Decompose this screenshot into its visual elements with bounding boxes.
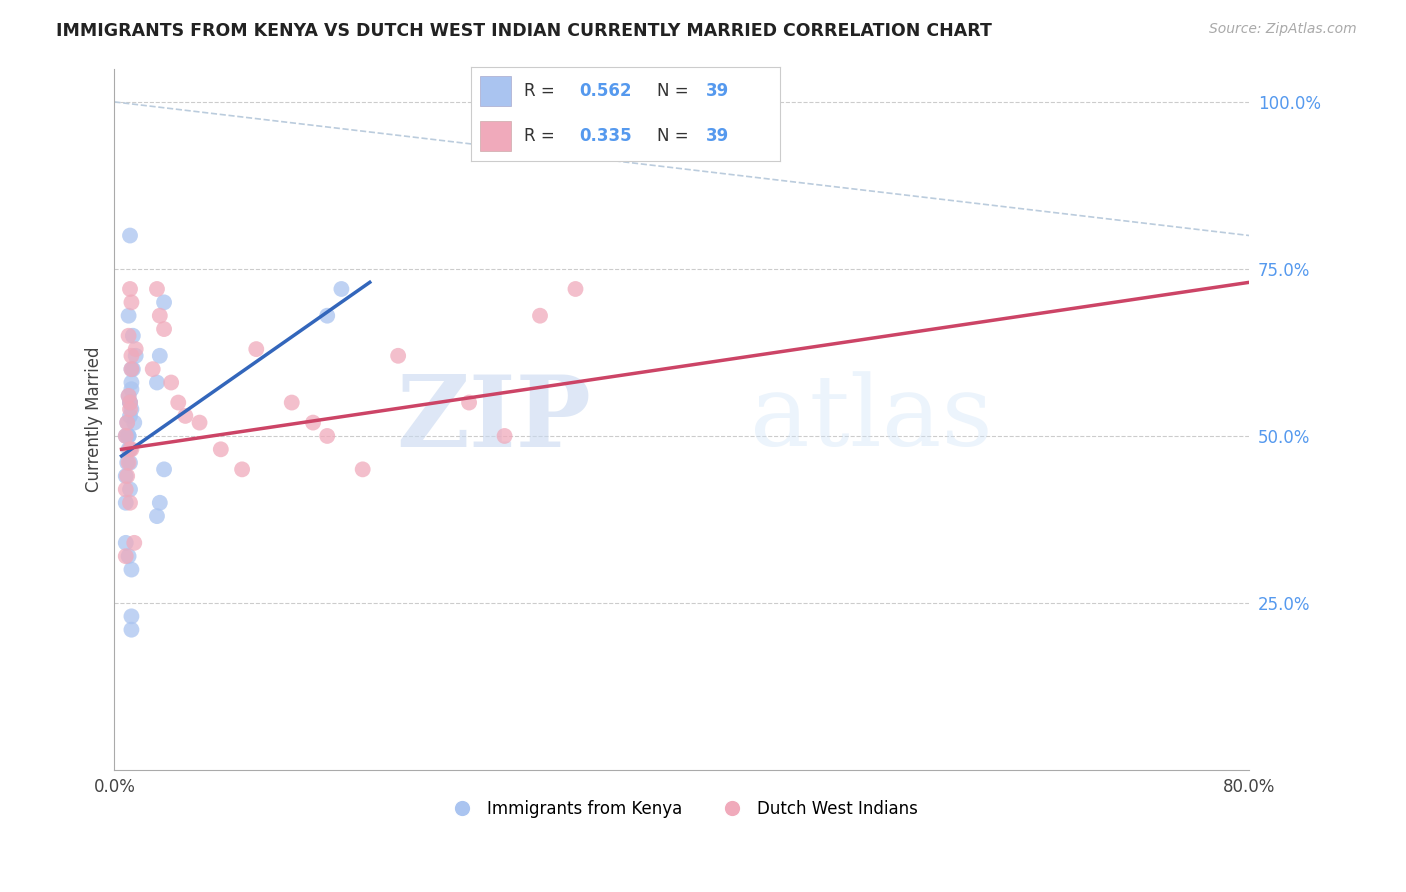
Point xyxy=(564,282,586,296)
Point xyxy=(115,429,138,443)
Point xyxy=(115,416,138,430)
Point xyxy=(529,309,551,323)
Text: 39: 39 xyxy=(706,128,730,145)
Point xyxy=(146,509,169,524)
Point xyxy=(149,349,172,363)
Point xyxy=(117,389,139,403)
Point xyxy=(120,295,142,310)
Point xyxy=(117,389,139,403)
Point xyxy=(316,429,339,443)
Legend: Immigrants from Kenya, Dutch West Indians: Immigrants from Kenya, Dutch West Indian… xyxy=(439,794,925,825)
Point xyxy=(117,309,139,323)
Point xyxy=(118,395,141,409)
Point xyxy=(167,395,190,409)
Point xyxy=(153,322,176,336)
Text: R =: R = xyxy=(523,128,560,145)
Point xyxy=(115,416,138,430)
Point xyxy=(117,429,139,443)
Point xyxy=(125,342,148,356)
Point xyxy=(120,563,142,577)
Point xyxy=(114,549,136,564)
Point xyxy=(115,469,138,483)
Point xyxy=(114,429,136,443)
Point xyxy=(209,442,232,457)
Point xyxy=(114,496,136,510)
Text: ZIP: ZIP xyxy=(396,371,591,467)
Point xyxy=(118,456,141,470)
Point xyxy=(302,416,325,430)
Point xyxy=(114,483,136,497)
Text: N =: N = xyxy=(657,82,693,100)
Point xyxy=(118,228,141,243)
Point xyxy=(174,409,197,423)
Point xyxy=(115,456,138,470)
Point xyxy=(114,429,136,443)
Point xyxy=(316,309,339,323)
Point xyxy=(118,483,141,497)
Point xyxy=(494,429,516,443)
Point xyxy=(118,442,141,457)
Point xyxy=(114,469,136,483)
Text: 0.562: 0.562 xyxy=(579,82,631,100)
Point xyxy=(231,462,253,476)
Point xyxy=(117,442,139,457)
Point xyxy=(149,309,172,323)
Point xyxy=(149,496,172,510)
Text: N =: N = xyxy=(657,128,693,145)
Point xyxy=(121,362,143,376)
Point xyxy=(120,382,142,396)
Point xyxy=(330,282,353,296)
Point xyxy=(120,402,142,417)
Point xyxy=(352,462,374,476)
Text: atlas: atlas xyxy=(749,371,993,467)
Point xyxy=(120,442,142,457)
Text: 0.335: 0.335 xyxy=(579,128,631,145)
Point xyxy=(142,362,165,376)
Point xyxy=(120,362,142,376)
Text: R =: R = xyxy=(523,82,560,100)
Point xyxy=(387,349,409,363)
Point xyxy=(121,328,143,343)
Point xyxy=(122,416,145,430)
Point xyxy=(117,429,139,443)
Point xyxy=(125,349,148,363)
Point xyxy=(153,295,176,310)
Point xyxy=(118,282,141,296)
Point xyxy=(146,282,169,296)
Bar xyxy=(481,77,512,106)
Y-axis label: Currently Married: Currently Married xyxy=(86,346,103,492)
Point xyxy=(118,402,141,417)
Point xyxy=(120,349,142,363)
Point xyxy=(188,416,211,430)
Point xyxy=(153,462,176,476)
Point xyxy=(458,395,481,409)
Point xyxy=(118,442,141,457)
Point xyxy=(120,376,142,390)
Point xyxy=(245,342,267,356)
Text: 39: 39 xyxy=(706,82,730,100)
Point xyxy=(122,536,145,550)
Text: Source: ZipAtlas.com: Source: ZipAtlas.com xyxy=(1209,22,1357,37)
Point xyxy=(118,395,141,409)
Point xyxy=(118,409,141,423)
Point xyxy=(146,376,169,390)
Point xyxy=(117,328,139,343)
Point xyxy=(281,395,304,409)
Point xyxy=(118,496,141,510)
Point xyxy=(117,549,139,564)
Point xyxy=(117,456,139,470)
Point xyxy=(120,609,142,624)
Point xyxy=(114,536,136,550)
Point xyxy=(120,623,142,637)
Bar xyxy=(481,121,512,152)
Point xyxy=(160,376,183,390)
Point xyxy=(118,395,141,409)
Text: IMMIGRANTS FROM KENYA VS DUTCH WEST INDIAN CURRENTLY MARRIED CORRELATION CHART: IMMIGRANTS FROM KENYA VS DUTCH WEST INDI… xyxy=(56,22,993,40)
Point xyxy=(120,362,142,376)
